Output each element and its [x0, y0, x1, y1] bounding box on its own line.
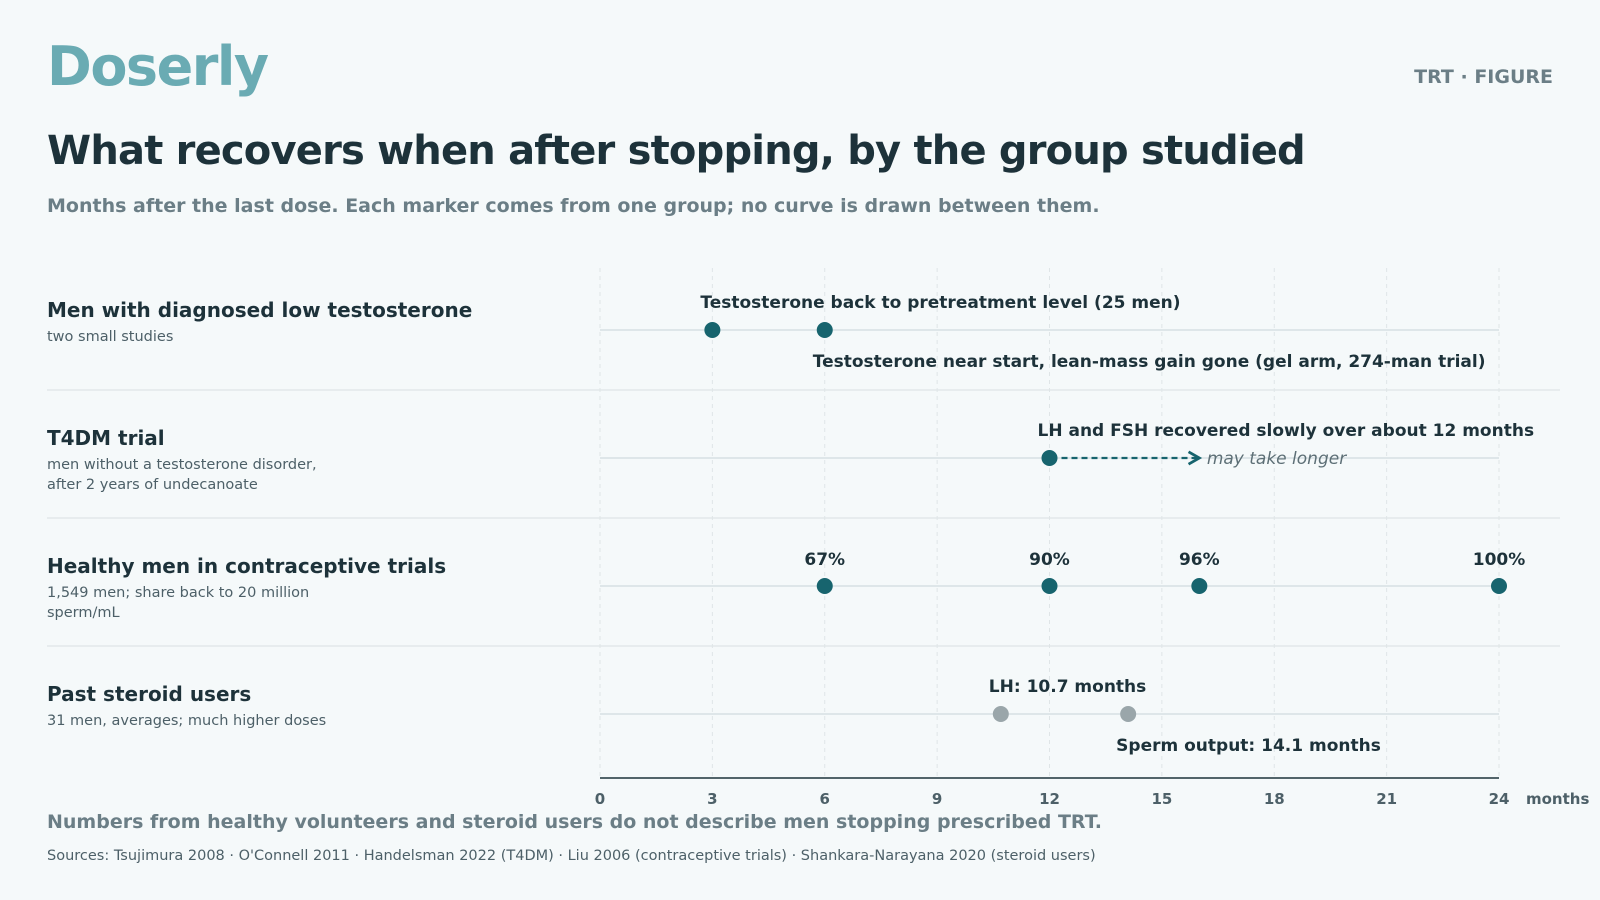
data-point	[816, 578, 833, 594]
data-value-label: 96%	[1179, 550, 1220, 570]
page-subtitle: Months after the last dose. Each marker …	[47, 195, 1100, 217]
annotation-label: Sperm output: 14.1 months	[1116, 736, 1381, 756]
brand-logo: Doserly	[47, 35, 269, 98]
row-note: 1,549 men; share back to 20 million sper…	[47, 585, 310, 621]
x-tick-label: 21	[1376, 790, 1397, 808]
annotation-label: LH and FSH recovered slowly over about 1…	[1038, 421, 1535, 441]
row-label: Men with diagnosed low testosterone two s…	[47, 297, 527, 347]
figure-tag: TRT · FIGURE	[1414, 66, 1553, 88]
data-point	[1491, 578, 1507, 594]
data-point	[1041, 450, 1058, 466]
row-name: Healthy men in contraceptive trials	[47, 554, 447, 578]
data-point	[704, 322, 721, 338]
sources: Sources: Tsujimura 2008 · O'Connell 2011…	[47, 848, 1096, 864]
x-tick-label: 12	[1039, 790, 1060, 808]
data-point	[992, 706, 1009, 722]
annotation-label: Testosterone near start, lean-mass gain …	[813, 352, 1486, 372]
x-tick-label: 24	[1489, 790, 1510, 808]
page-title: What recovers when after stopping, by th…	[47, 128, 1306, 174]
row-name: T4DM trial	[47, 426, 165, 450]
annotation-label: LH: 10.7 months	[989, 677, 1146, 697]
annotation-label: Testosterone back to pretreatment level …	[700, 293, 1180, 313]
data-value-label: 100%	[1473, 550, 1526, 570]
data-value-label: 90%	[1029, 550, 1070, 570]
row-label: Past steroid users 31 men, averages; much…	[47, 681, 527, 731]
row-label: T4DM trial men without a testosterone dis…	[47, 425, 527, 495]
row-note: two small studies	[47, 329, 174, 345]
data-value-label: 67%	[804, 550, 845, 570]
data-point	[1041, 578, 1058, 594]
row-label: Healthy men in contraceptive trials 1,549…	[47, 553, 527, 623]
data-point	[1191, 578, 1208, 594]
x-tick-label: 9	[932, 790, 942, 808]
row-note: men without a testosterone disorder, aft…	[47, 457, 317, 493]
row-name: Men with diagnosed low testosterone	[47, 298, 473, 322]
x-tick-label: 18	[1264, 790, 1285, 808]
row-name: Past steroid users	[47, 682, 252, 706]
x-tick-label: 3	[707, 790, 717, 808]
data-point	[1120, 706, 1137, 722]
x-tick-label: 6	[820, 790, 830, 808]
x-axis-label: months	[1526, 790, 1589, 808]
x-tick-label: 15	[1151, 790, 1172, 808]
data-point	[816, 322, 833, 338]
x-tick-label: 0	[595, 790, 605, 808]
annotation-label: may take longer	[1207, 449, 1347, 469]
footnote: Numbers from healthy volunteers and ster…	[47, 811, 1102, 833]
row-note: 31 men, averages; much higher doses	[47, 713, 327, 729]
